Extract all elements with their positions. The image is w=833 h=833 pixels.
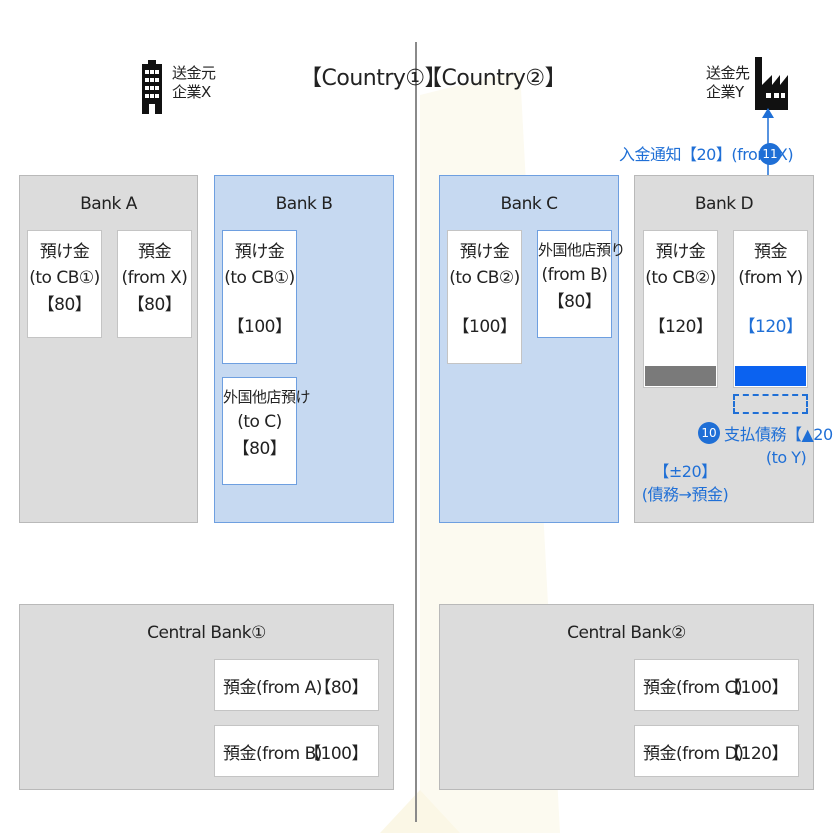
sender-label: 送金元 企業X: [172, 64, 216, 101]
bank-d-blue-bar: [735, 366, 806, 386]
central-bank-1-title: Central Bank①: [147, 623, 266, 643]
bank-a-title: Bank A: [80, 194, 137, 214]
office-building-icon: [142, 60, 162, 114]
country-1-label: 【Country①】: [300, 66, 447, 91]
notification-text: 入金通知【20】(from X): [619, 145, 794, 164]
bank-c-title: Bank C: [500, 194, 558, 214]
step-10-badge: 10: [698, 422, 720, 444]
bank-b-title: Bank B: [275, 194, 333, 214]
bank-c-deposit-to-cb2: 預け金 (to CB②) 【100】: [447, 230, 522, 364]
bank-b-deposit-to-cb1: 預け金 (to CB①) 【100】: [222, 230, 297, 364]
central-bank-2-row: 預金(from D) 【120】: [634, 725, 799, 777]
bank-d-liability: 支払債務【▲20】 (to Y): [724, 425, 833, 468]
country-2-label: 【Country②】: [420, 66, 567, 91]
bank-d-title: Bank D: [694, 194, 754, 214]
step-11-badge: 11: [759, 143, 781, 165]
bank-d-deposit-from-y: 預金 (from Y) 【120】: [733, 230, 808, 388]
bank-d-conversion-label: 【±20】 (債務→預金): [641, 462, 729, 505]
bank-b-foreign-deposit-to-c: 外国他店預け (to C) 【80】: [222, 377, 311, 485]
central-bank-1-row: 預金(from B) 【100】: [214, 725, 379, 777]
bank-d-dashed-placeholder: [733, 394, 808, 414]
bank-d-gray-bar: [645, 366, 716, 386]
central-bank-1-row: 預金(from A) 【80】: [214, 659, 379, 711]
central-bank-2-title: Central Bank②: [567, 623, 686, 643]
bank-d-deposit-to-cb2: 預け金 (to CB②) 【120】: [643, 230, 718, 388]
central-bank-2-row: 預金(from C) 【100】: [634, 659, 799, 711]
bank-c-foreign-deposit-from-b: 外国他店預り (from B) 【80】: [537, 230, 626, 338]
bank-a: Bank A: [19, 175, 198, 523]
factory-icon: [755, 57, 788, 110]
bank-a-deposit-to-cb1: 預け金 (to CB①) 【80】: [27, 230, 102, 338]
bank-a-deposit-from-x: 預金 (from X) 【80】: [117, 230, 192, 338]
country-divider: [415, 42, 417, 822]
receiver-label: 送金先 企業Y: [706, 64, 750, 101]
